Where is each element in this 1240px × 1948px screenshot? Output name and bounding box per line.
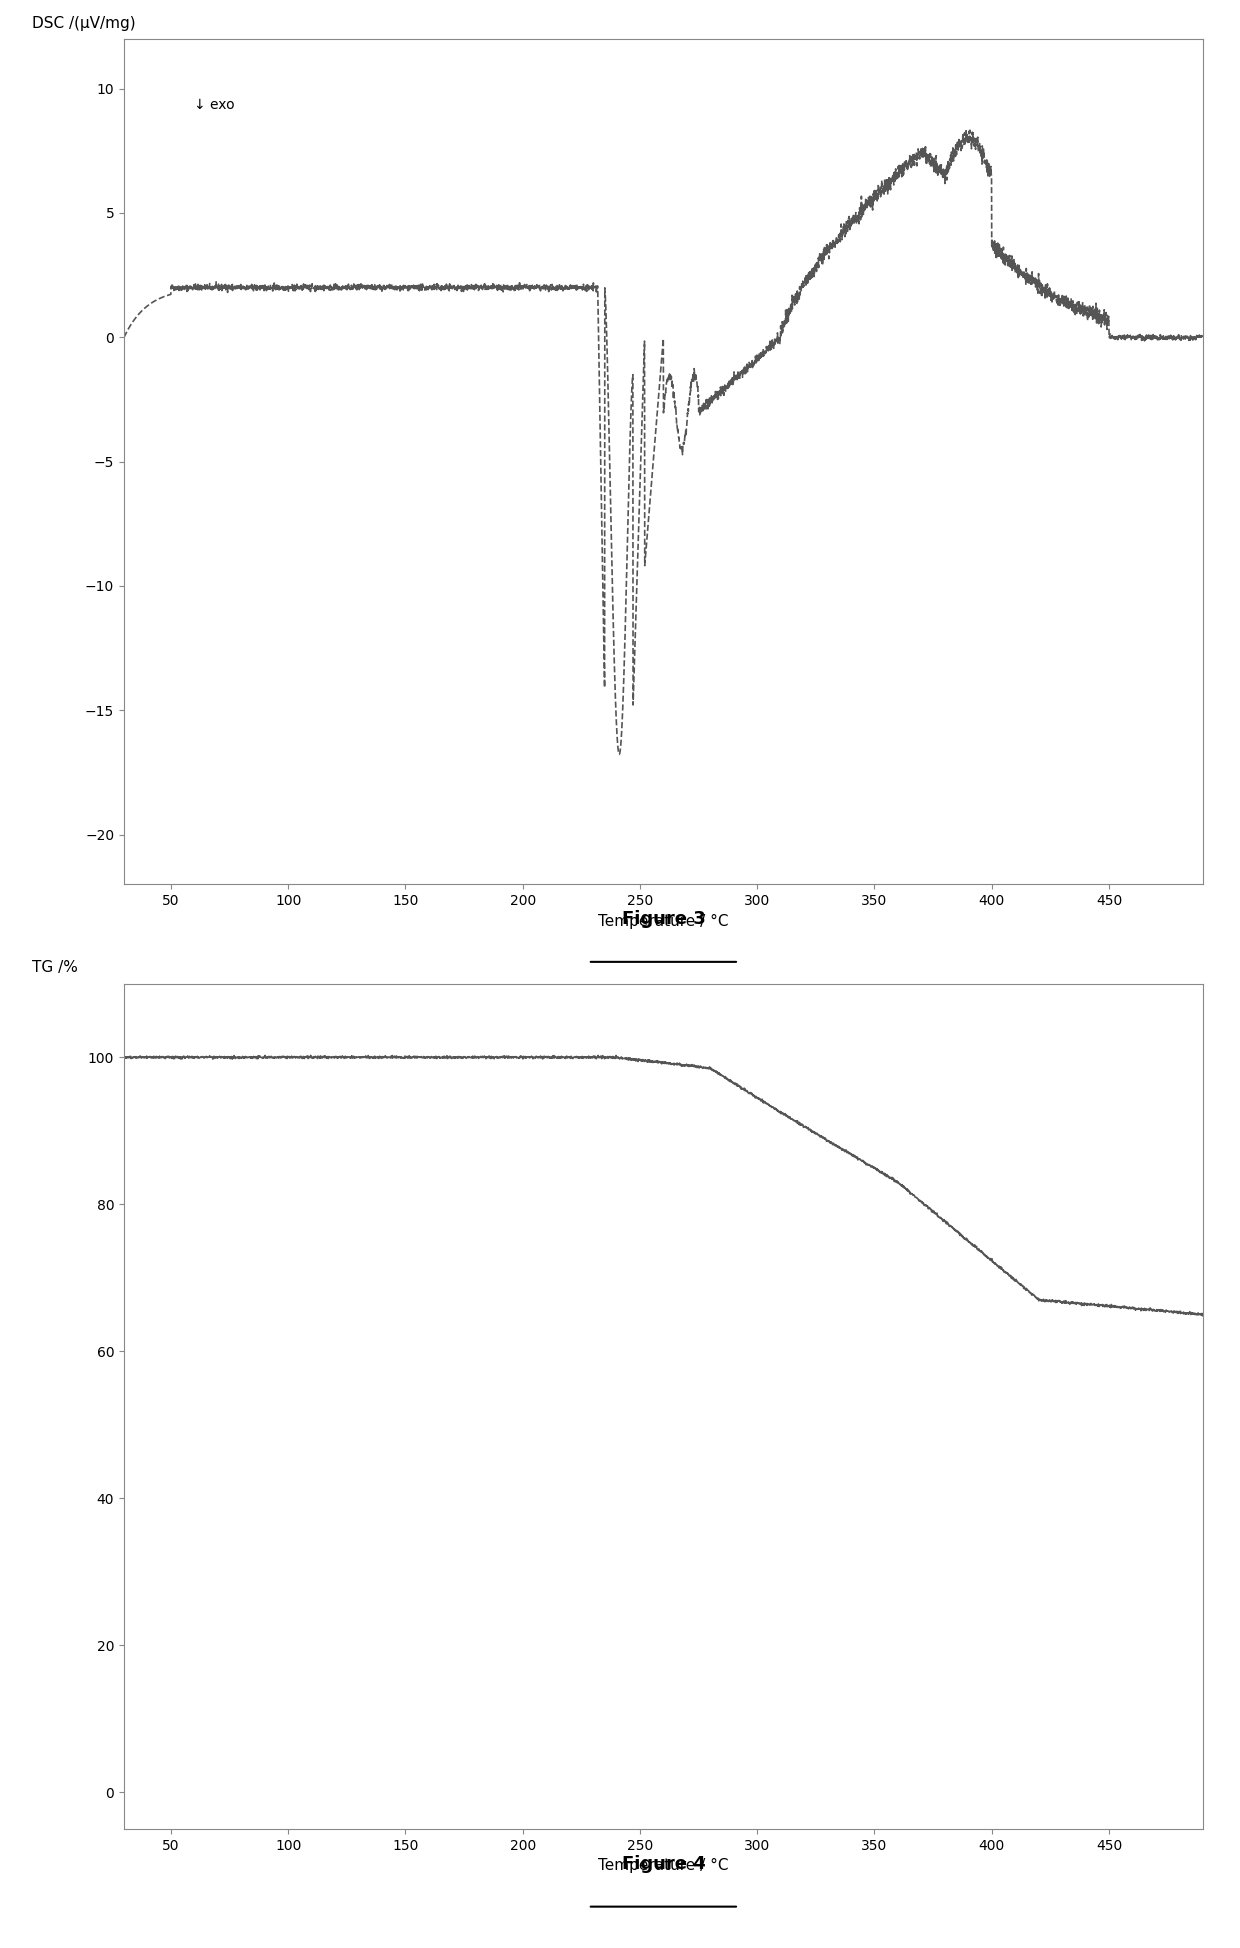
Text: ↓ exo: ↓ exo bbox=[195, 97, 234, 113]
X-axis label: Temperature / °C: Temperature / °C bbox=[598, 914, 729, 929]
Text: Figure 4: Figure 4 bbox=[621, 1854, 706, 1872]
Text: TG /%: TG /% bbox=[32, 960, 78, 976]
X-axis label: Temperature / °C: Temperature / °C bbox=[598, 1858, 729, 1874]
Text: DSC /(μV/mg): DSC /(μV/mg) bbox=[32, 16, 136, 31]
Text: Figure 3: Figure 3 bbox=[621, 910, 706, 927]
